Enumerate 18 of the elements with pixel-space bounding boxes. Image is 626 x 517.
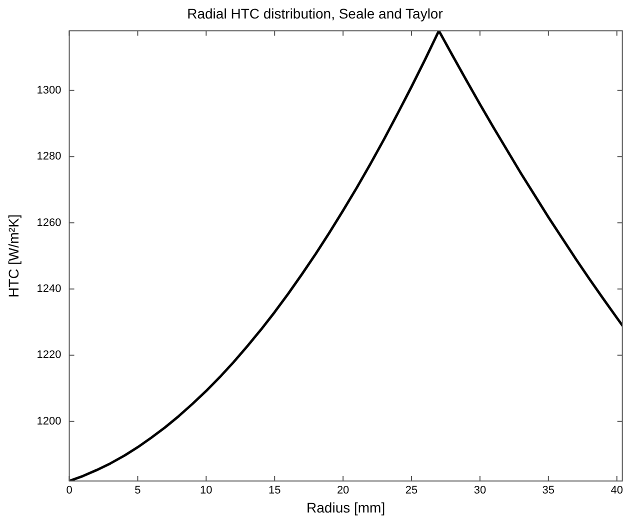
y-tick-label: 1220: [36, 349, 62, 362]
x-tick-label: 5: [134, 484, 141, 497]
x-tick-label: 0: [66, 484, 72, 497]
x-tick-label: 35: [542, 484, 555, 497]
x-tick-label: 15: [268, 484, 281, 497]
y-axis-title: HTC [W/m²K]: [5, 214, 22, 298]
y-tick-label: 1200: [36, 415, 62, 428]
x-tick-label: 30: [474, 484, 486, 497]
x-tick-label: 10: [200, 484, 212, 497]
x-tick-label: 20: [336, 484, 350, 497]
y-tick-label: 1300: [36, 84, 62, 96]
x-tick-label: 25: [405, 484, 418, 497]
chart-title: Radial HTC distribution, Seale and Taylor: [187, 5, 444, 22]
x-axis-title: Radius [mm]: [306, 499, 386, 516]
y-tick-label: 1260: [36, 216, 62, 229]
y-tick-label: 1280: [36, 150, 62, 163]
y-tick-label: 1240: [36, 283, 62, 296]
x-tick-label: 40: [610, 484, 623, 497]
